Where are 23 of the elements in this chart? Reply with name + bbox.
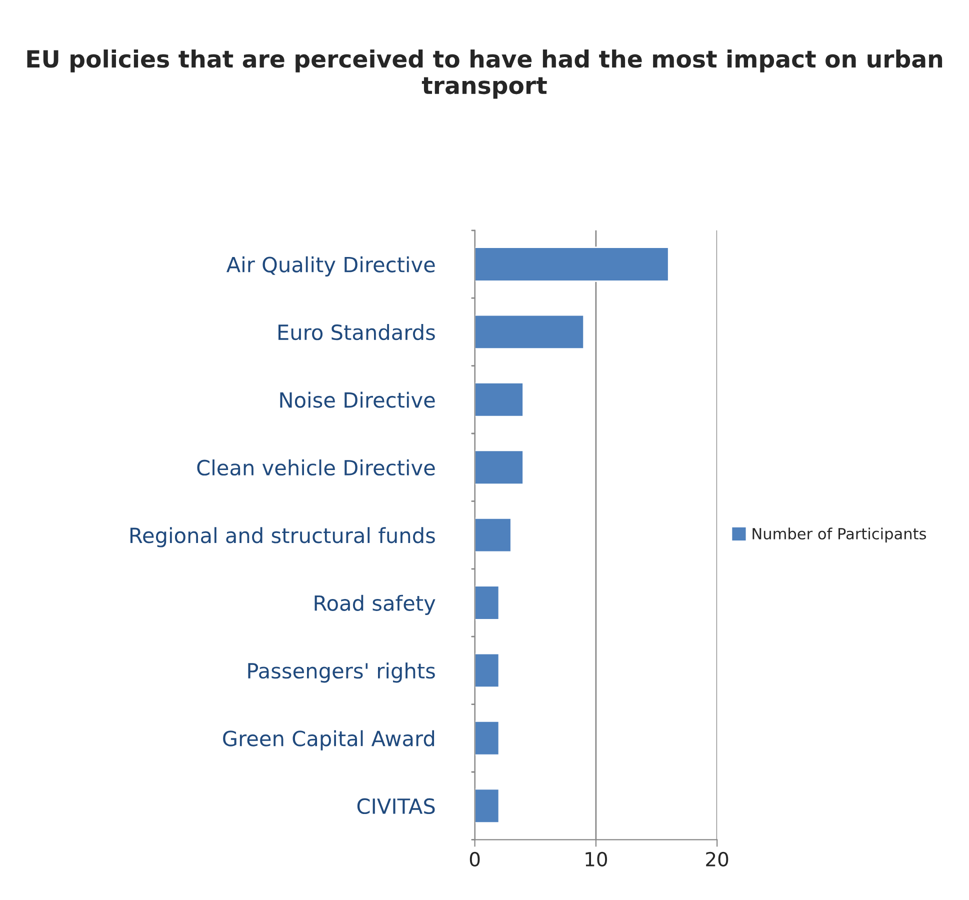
- y-tick-label: Clean vehicle Directive: [197, 459, 435, 476]
- bar: [474, 720, 500, 756]
- bar: [474, 314, 585, 350]
- bar: [474, 382, 524, 418]
- x-tick-label: 20: [706, 852, 728, 867]
- y-tick-label: Euro Standards: [278, 324, 435, 340]
- y-tick-label: Passengers' rights: [248, 662, 435, 683]
- bar: [474, 450, 524, 485]
- y-tick-label: Road safety: [314, 594, 436, 615]
- chart-title: EU policies that are perceived to have had the most impact on urban transport: [27, 50, 942, 99]
- y-tick-label: Noise Directive: [280, 392, 435, 408]
- bar: [474, 788, 500, 824]
- bar: [474, 517, 512, 553]
- y-tick-label: Regional and structural funds: [130, 527, 435, 548]
- legend-label: Number of Participants: [752, 528, 926, 542]
- x-tick-label: 10: [586, 852, 608, 867]
- bar: [474, 246, 670, 282]
- y-tick-label: CIVITAS: [357, 798, 435, 814]
- bar: [474, 652, 500, 688]
- x-tick-label: 0: [470, 852, 480, 867]
- y-tick-label: Green Capital Award: [223, 730, 434, 750]
- y-tick-label: Air Quality Directive: [226, 256, 435, 276]
- bar: [474, 585, 500, 620]
